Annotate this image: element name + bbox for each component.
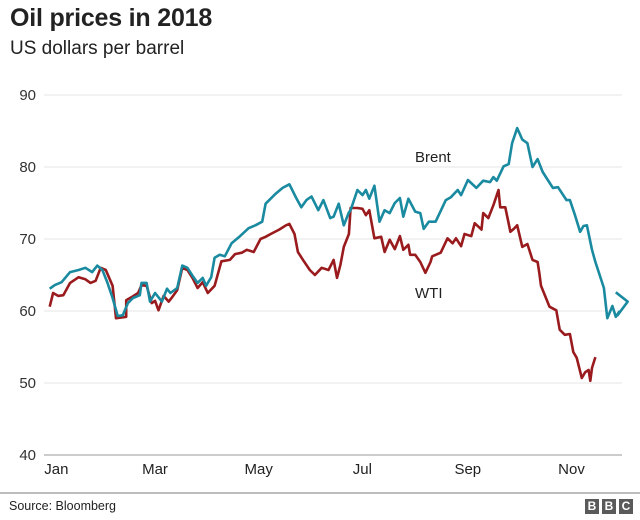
- footer-divider: [0, 492, 640, 494]
- y-tick-label: 40: [19, 447, 36, 464]
- y-tick-label: 60: [19, 303, 36, 320]
- series-line-brent: [48, 126, 630, 320]
- bbc-logo: B B C: [585, 499, 633, 514]
- x-tick-label: Mar: [142, 461, 168, 478]
- x-tick-label: Jan: [44, 461, 68, 478]
- bbc-logo-block: C: [619, 499, 633, 514]
- series-line-wti: [48, 188, 597, 383]
- series-label-brent: Brent: [415, 149, 452, 166]
- x-axis-ticks: Jan Mar May Jul Sep Nov: [44, 461, 585, 478]
- bbc-logo-block: B: [585, 499, 599, 514]
- y-tick-label: 90: [19, 87, 36, 104]
- x-tick-label: Jul: [353, 461, 372, 478]
- y-tick-label: 50: [19, 375, 36, 392]
- y-axis-ticks: 40 50 60 70 80 90: [19, 87, 36, 464]
- y-tick-label: 80: [19, 159, 36, 176]
- source-note: Source: Bloomberg: [9, 499, 117, 513]
- series-label-wti: WTI: [415, 285, 443, 302]
- chart-subtitle: US dollars per barrel: [10, 38, 185, 59]
- y-tick-label: 70: [19, 231, 36, 248]
- chart-title: Oil prices in 2018: [10, 4, 213, 32]
- gridlines: [44, 94, 622, 456]
- line-chart: 40 50 60 70 80 90 Jan Mar May Jul Sep Nov Brent WT…: [19, 87, 630, 478]
- bbc-logo-block: B: [602, 499, 616, 514]
- series-lines: [48, 126, 630, 383]
- x-tick-label: Sep: [454, 461, 481, 478]
- x-tick-label: May: [245, 461, 274, 478]
- x-tick-label: Nov: [558, 461, 585, 478]
